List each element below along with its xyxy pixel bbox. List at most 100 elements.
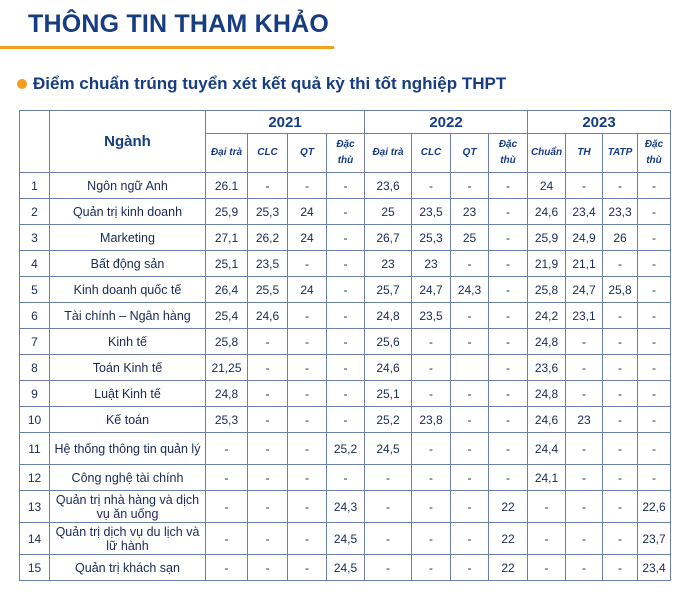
score-cell: 25 bbox=[364, 198, 412, 225]
score-cell: 24,8 bbox=[364, 302, 412, 329]
score-cell: - bbox=[364, 554, 412, 581]
score-cell: 24,8 bbox=[527, 328, 566, 355]
score-cell: - bbox=[411, 554, 451, 581]
section-subtitle-text: Điểm chuẩn trúng tuyển xét kết quả kỳ th… bbox=[33, 74, 507, 93]
score-cell: - bbox=[565, 490, 603, 523]
subheader-cell: Đặc thù bbox=[637, 133, 671, 173]
score-cell: 24,8 bbox=[527, 380, 566, 407]
score-cell: - bbox=[326, 302, 365, 329]
score-cell: - bbox=[602, 250, 638, 277]
row-number: 3 bbox=[19, 224, 50, 251]
row-number: 11 bbox=[19, 432, 50, 465]
score-cell: 24,7 bbox=[565, 276, 603, 303]
score-cell: 25,2 bbox=[326, 432, 365, 465]
score-cell: - bbox=[450, 464, 489, 491]
subheader-cell: Đặc thù bbox=[326, 133, 365, 173]
title-underline bbox=[0, 46, 334, 49]
score-cell: - bbox=[326, 464, 365, 491]
score-cell: - bbox=[450, 554, 489, 581]
score-cell: - bbox=[602, 464, 638, 491]
score-cell: 24,6 bbox=[527, 406, 566, 433]
table-row: 15 Quản trị khách sạn - - -24,5- - -22- - -23,4 bbox=[19, 554, 671, 581]
table-row: 10 Kế toán 25,3- - -25,2 23,8- -24,6 23- - bbox=[19, 406, 671, 433]
score-cell: 25 bbox=[450, 224, 489, 251]
score-cell: - bbox=[450, 302, 489, 329]
score-cell: - bbox=[488, 302, 528, 329]
score-cell: - bbox=[287, 354, 327, 381]
table-row: 1 Ngôn ngữ Anh 26.1- - -23,6- - -24- - - bbox=[19, 172, 671, 199]
score-cell: 23,4 bbox=[565, 198, 603, 225]
score-cell: - bbox=[488, 276, 528, 303]
score-cell: 24,6 bbox=[527, 198, 566, 225]
score-cell: - bbox=[411, 354, 451, 381]
score-cell: 24,6 bbox=[364, 354, 412, 381]
score-cell: 21,9 bbox=[527, 250, 566, 277]
table-row: 7 Kinh tế 25,8- - -25,6- - -24,8- - - bbox=[19, 328, 671, 355]
score-cell: - bbox=[247, 328, 288, 355]
score-cell: 22 bbox=[488, 490, 528, 523]
score-cell: 24,6 bbox=[247, 302, 288, 329]
score-cell: 23,3 bbox=[602, 198, 638, 225]
score-cell: - bbox=[247, 464, 288, 491]
subheader-cell: Đại trà bbox=[205, 133, 248, 173]
score-cell: - bbox=[411, 172, 451, 199]
score-cell: - bbox=[450, 406, 489, 433]
score-cell: - bbox=[602, 554, 638, 581]
score-cell: - bbox=[488, 224, 528, 251]
score-cell: 24 bbox=[287, 276, 327, 303]
score-cell: - bbox=[602, 406, 638, 433]
score-cell: 25,1 bbox=[364, 380, 412, 407]
score-cell: - bbox=[411, 490, 451, 523]
admission-scores-table: Ngành 2021 2022 2023 Đại trà CLC QT Đặc thù… bbox=[19, 110, 671, 581]
major-name: Kế toán bbox=[49, 406, 206, 433]
score-cell: - bbox=[450, 172, 489, 199]
score-cell: 23,7 bbox=[637, 522, 671, 555]
score-cell: - bbox=[326, 328, 365, 355]
score-cell: 25,8 bbox=[602, 276, 638, 303]
score-cell: - bbox=[247, 490, 288, 523]
subheader-cell: CLC bbox=[411, 133, 451, 173]
table-row: 8 Toán Kinh tế 21,25- - -24,6- -23,6- - - bbox=[19, 354, 671, 381]
row-number: 9 bbox=[19, 380, 50, 407]
major-name: Quản trị dịch vụ du lịch và lữ hành bbox=[49, 522, 206, 555]
score-cell: 23,5 bbox=[247, 250, 288, 277]
score-cell: 24,5 bbox=[326, 522, 365, 555]
subheader-cell: Đặc thù bbox=[488, 133, 528, 173]
score-cell: - bbox=[488, 198, 528, 225]
score-cell: - bbox=[637, 464, 671, 491]
score-cell: - bbox=[326, 198, 365, 225]
score-cell: - bbox=[565, 172, 603, 199]
row-number: 2 bbox=[19, 198, 50, 225]
score-cell: - bbox=[602, 328, 638, 355]
score-cell: - bbox=[364, 464, 412, 491]
score-cell: - bbox=[450, 250, 489, 277]
score-cell: - bbox=[488, 328, 528, 355]
score-cell: - bbox=[205, 490, 248, 523]
major-name: Quản trị nhà hàng và dịch vụ ăn uống bbox=[49, 490, 206, 523]
major-name: Bất động sản bbox=[49, 250, 206, 277]
score-cell: 23,6 bbox=[527, 354, 566, 381]
score-cell: - bbox=[287, 328, 327, 355]
score-cell: 23 bbox=[450, 198, 489, 225]
score-cell: 25,6 bbox=[364, 328, 412, 355]
score-cell: - bbox=[247, 554, 288, 581]
subheader-cell: QT bbox=[450, 133, 489, 173]
score-cell: - bbox=[565, 380, 603, 407]
table-row: 5 Kinh doanh quốc tế 26,4 25,5 24-25,7 24,7 24… bbox=[19, 276, 671, 303]
row-number: 13 bbox=[19, 490, 50, 523]
year-header-2023: 2023 bbox=[527, 110, 671, 134]
score-cell: - bbox=[488, 380, 528, 407]
score-cell: - bbox=[411, 522, 451, 555]
score-cell: 24,7 bbox=[411, 276, 451, 303]
score-cell: - bbox=[637, 328, 671, 355]
score-cell: 24 bbox=[287, 224, 327, 251]
table-row: 13 Quản trị nhà hàng và dịch vụ ăn uống - -… bbox=[19, 490, 671, 523]
score-cell: - bbox=[565, 354, 603, 381]
score-cell: 23,6 bbox=[364, 172, 412, 199]
score-cell: 23 bbox=[364, 250, 412, 277]
major-name: Ngôn ngữ Anh bbox=[49, 172, 206, 199]
score-cell: - bbox=[602, 432, 638, 465]
row-number: 4 bbox=[19, 250, 50, 277]
score-cell: 22 bbox=[488, 522, 528, 555]
score-cell: 27,1 bbox=[205, 224, 248, 251]
